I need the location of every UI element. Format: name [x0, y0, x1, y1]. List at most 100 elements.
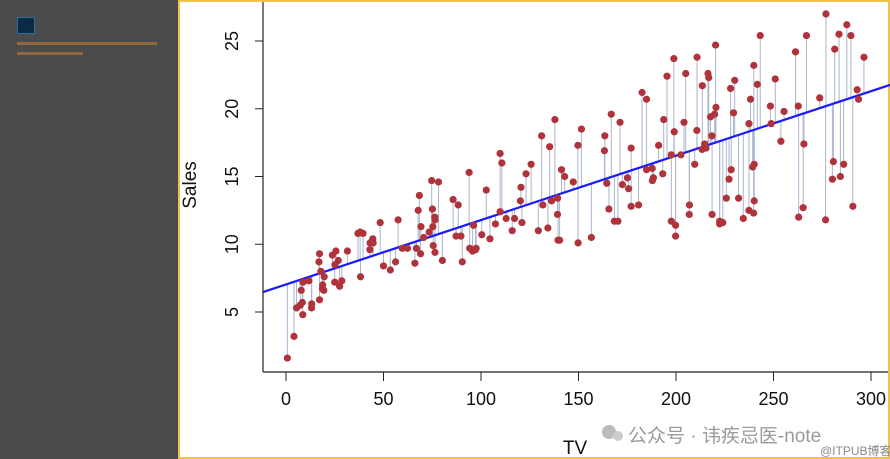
data-point [777, 137, 785, 145]
data-point [712, 103, 720, 111]
data-point [554, 194, 562, 202]
data-point [502, 214, 510, 223]
data-point [711, 110, 719, 118]
data-point [561, 172, 569, 181]
data-point [745, 120, 753, 128]
data-point [298, 298, 306, 307]
data-point [428, 205, 437, 213]
data-point [791, 48, 800, 56]
data-point [454, 201, 462, 209]
data-point [577, 125, 586, 133]
data-point [359, 229, 367, 238]
data-point [601, 132, 609, 140]
data-point [708, 210, 716, 219]
data-point [331, 278, 339, 286]
data-point [605, 205, 613, 213]
y-tick-label: 5 [222, 307, 242, 317]
data-point [449, 195, 457, 204]
data-point [734, 194, 743, 202]
data-point [498, 159, 506, 167]
data-point [412, 244, 421, 252]
data-point [729, 109, 738, 117]
watermark-text: 公众号 · 讳疾忌医-note [628, 425, 821, 447]
data-point [794, 102, 802, 110]
data-point [753, 80, 761, 88]
data-point [816, 94, 824, 102]
data-point [693, 126, 701, 135]
data-point [847, 31, 855, 40]
data-point [667, 151, 675, 159]
data-point [428, 176, 436, 185]
data-point [391, 258, 400, 266]
data-point [767, 120, 775, 128]
data-point [534, 227, 542, 235]
data-point [317, 267, 325, 275]
data-point [670, 128, 678, 136]
data-point [616, 118, 624, 126]
data-point [727, 84, 735, 93]
data-point [307, 304, 316, 312]
data-point [659, 170, 667, 178]
y-tick-label: 15 [222, 166, 242, 186]
data-point [731, 76, 739, 84]
data-point [366, 246, 374, 254]
data-point [569, 178, 577, 186]
data-point [642, 166, 651, 174]
x-tick-label: 200 [661, 389, 691, 409]
data-point [642, 95, 651, 103]
data-point [416, 250, 425, 258]
data-point [394, 216, 402, 224]
data-point [452, 232, 460, 240]
data-point [527, 160, 535, 168]
data-point [496, 149, 504, 158]
data-point [429, 242, 437, 250]
x-tick-label: 0 [281, 389, 291, 409]
data-point [822, 10, 830, 18]
data-point [557, 166, 566, 174]
data-point [320, 273, 328, 281]
decorative-text-line [17, 52, 83, 55]
data-point [315, 296, 324, 304]
data-point [849, 202, 857, 210]
data-point [725, 175, 733, 183]
y-axis-label: Sales [180, 161, 201, 209]
data-point [434, 178, 443, 186]
data-point [702, 144, 710, 152]
data-point [516, 197, 524, 205]
data-point [749, 163, 757, 171]
data-point [553, 210, 562, 219]
watermark-source: @ITPUB博客 [820, 443, 890, 458]
data-point [600, 147, 609, 155]
left-panel [0, 0, 178, 459]
data-point [486, 235, 494, 243]
data-point [338, 277, 346, 285]
data-point [518, 218, 526, 227]
data-point [799, 204, 807, 212]
data-point [554, 236, 562, 244]
data-point [379, 262, 388, 270]
data-point [420, 233, 428, 242]
data-point [299, 311, 307, 319]
y-tick-label: 10 [222, 234, 242, 254]
data-point [682, 69, 690, 78]
data-point [376, 218, 384, 227]
data-point [429, 223, 437, 231]
data-point [466, 244, 474, 252]
data-point [667, 217, 675, 225]
data-point [482, 186, 490, 194]
data-point [614, 217, 622, 225]
data-point [627, 202, 635, 210]
data-point [691, 160, 699, 168]
data-point [828, 175, 836, 183]
data-point [853, 86, 861, 94]
data-point [660, 115, 668, 124]
data-point [517, 183, 525, 191]
data-point [343, 247, 352, 255]
data-point [771, 75, 779, 83]
data-point [508, 227, 516, 235]
data-point [547, 197, 556, 205]
data-point [414, 206, 422, 214]
data-point [746, 95, 755, 103]
data-point [829, 157, 837, 166]
data-point [649, 174, 657, 182]
